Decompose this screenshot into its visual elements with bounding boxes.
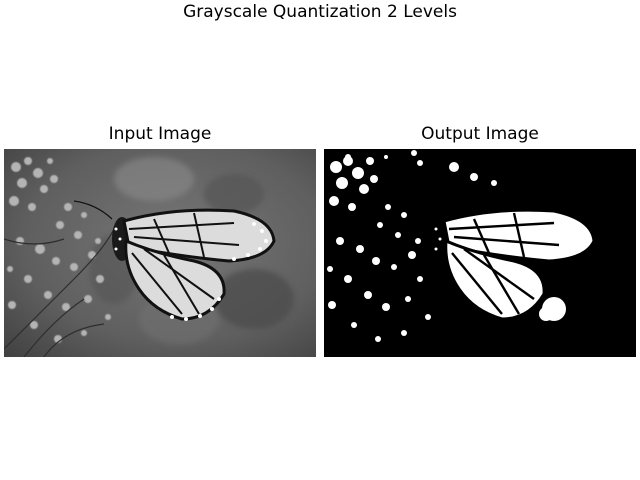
output-image-title: Output Image [324,124,636,146]
input-image [4,149,316,357]
output-panel: Output Image [324,124,636,146]
figure-title: Grayscale Quantization 2 Levels [0,2,640,22]
input-image-title: Input Image [4,124,316,146]
input-panel: Input Image [4,124,316,146]
output-image [324,149,636,357]
